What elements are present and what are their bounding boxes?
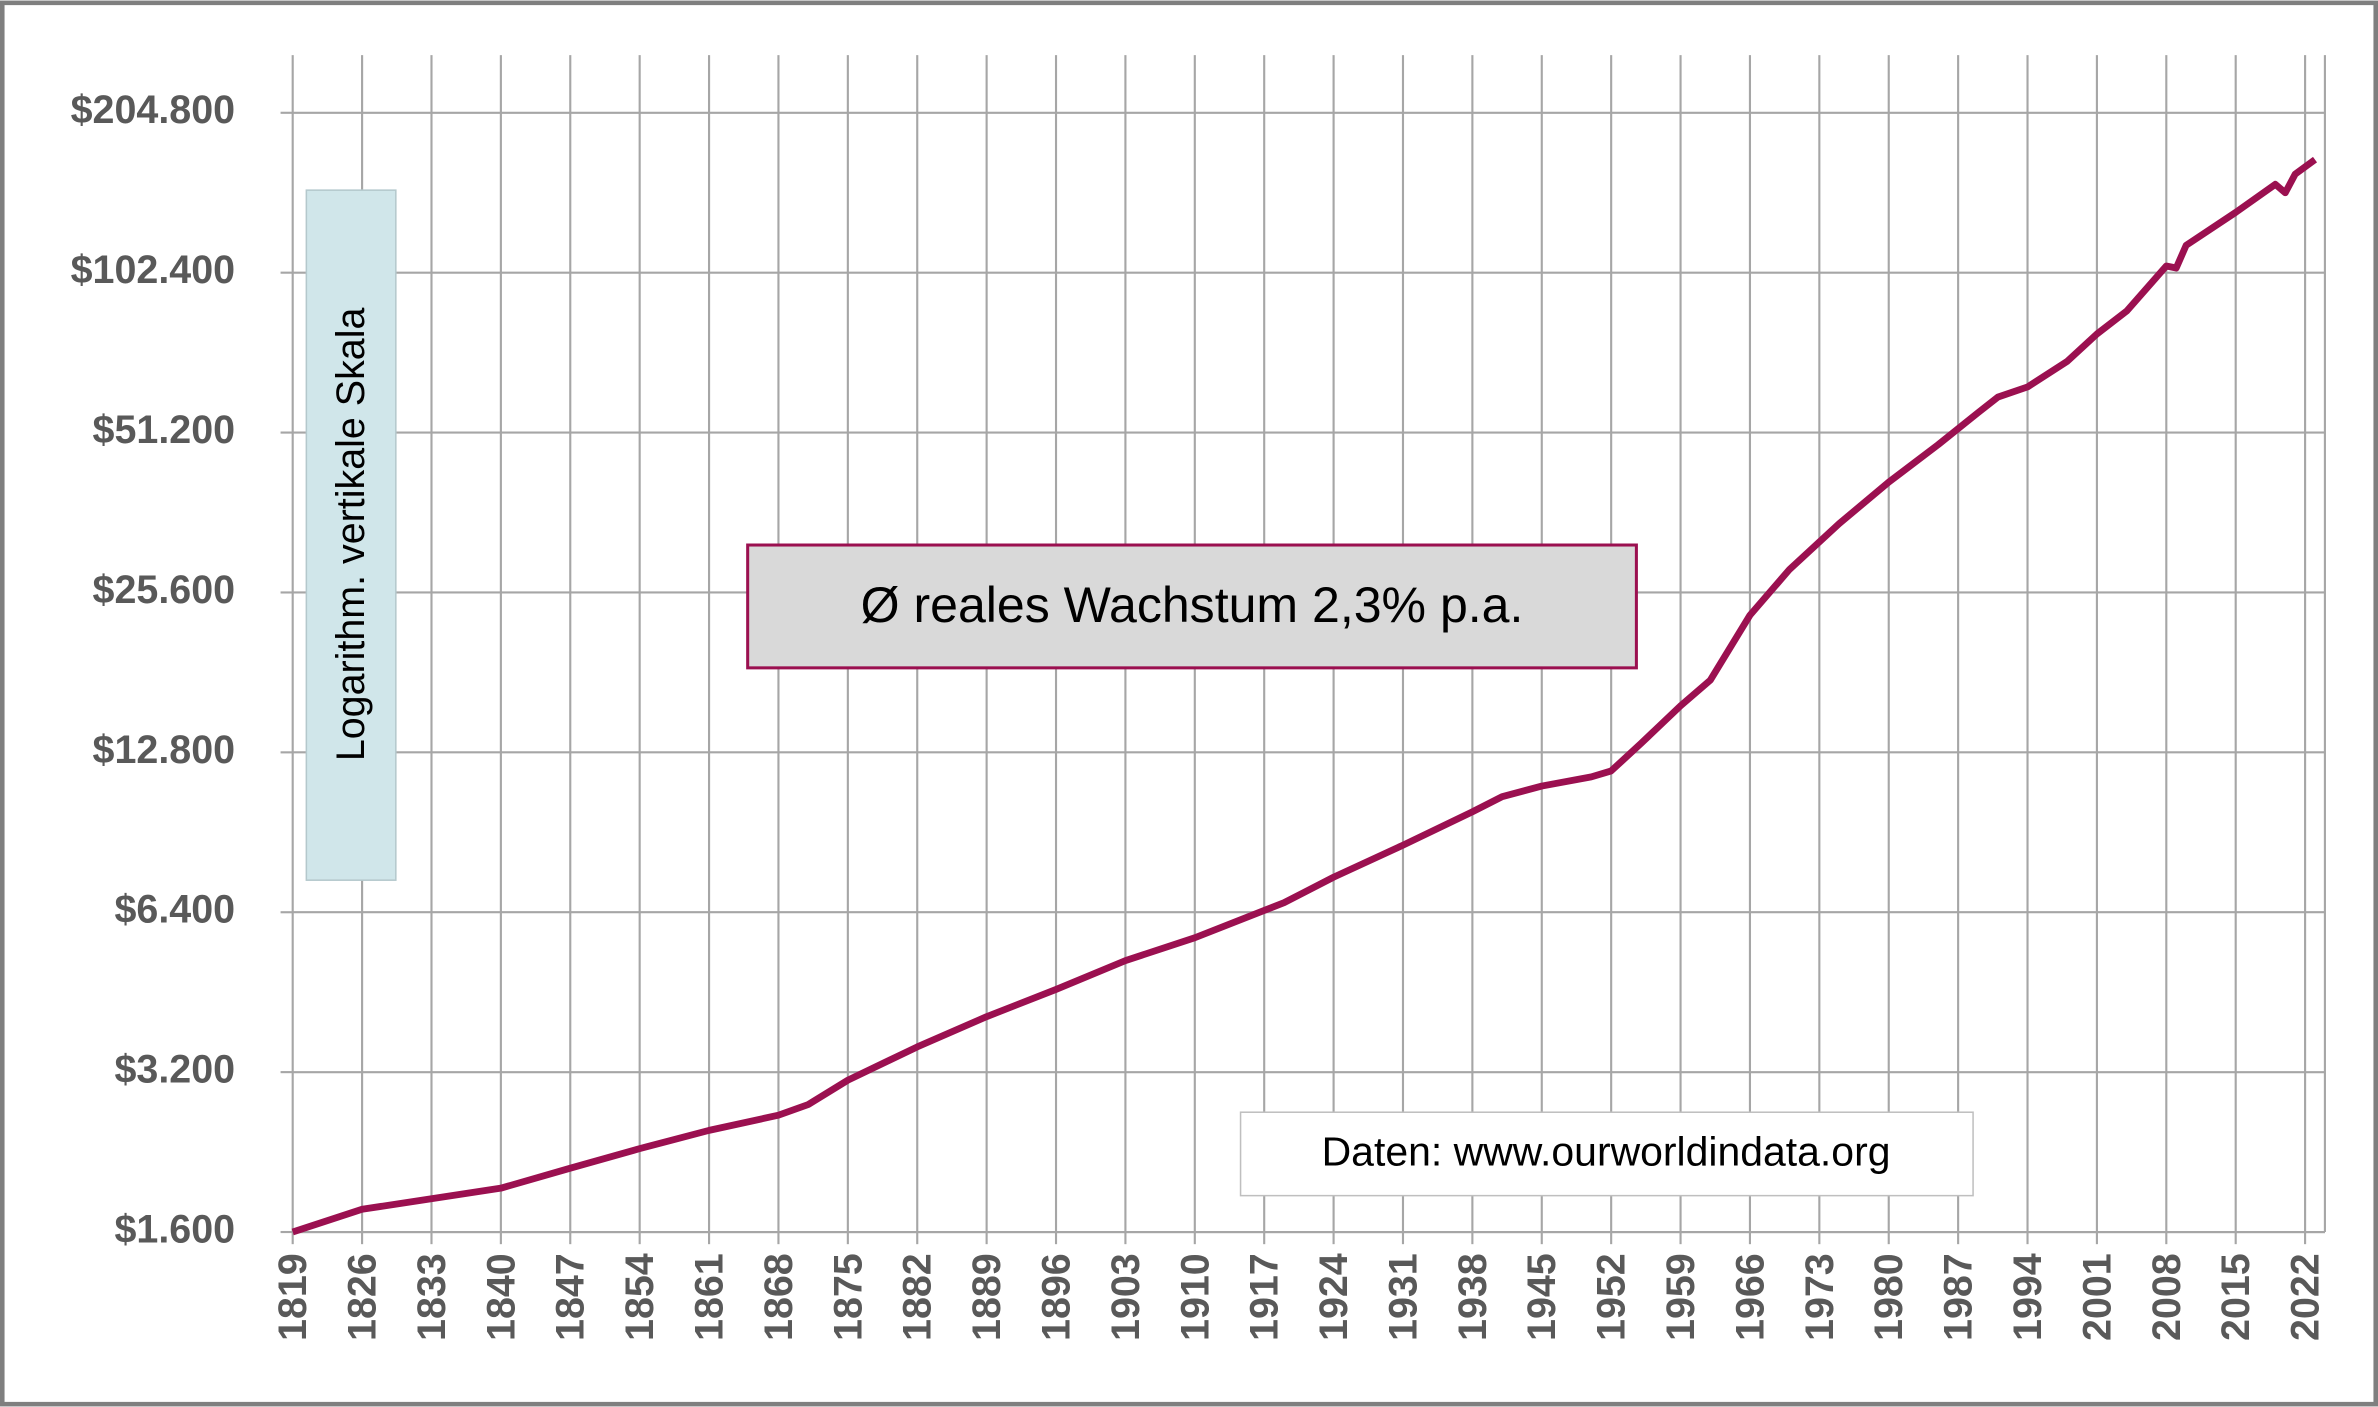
annotation: Daten: www.ourworldindata.org bbox=[1322, 1128, 1891, 1174]
x-tick-label: 2022 bbox=[2284, 1253, 2328, 1341]
y-tick-label: $12.800 bbox=[93, 728, 236, 772]
x-tick-label: 1826 bbox=[341, 1253, 385, 1341]
x-tick-label: 1840 bbox=[479, 1253, 523, 1341]
y-tick-label: $204.800 bbox=[71, 88, 235, 132]
x-tick-label: 1868 bbox=[757, 1253, 801, 1341]
x-tick-label: 1973 bbox=[1798, 1253, 1842, 1341]
x-tick-label: 1931 bbox=[1381, 1253, 1425, 1341]
x-tick-label: 1847 bbox=[549, 1253, 593, 1341]
x-tick-label: 1889 bbox=[965, 1253, 1009, 1341]
x-tick-label: 1882 bbox=[896, 1253, 940, 1341]
x-tick-label: 2015 bbox=[2214, 1253, 2258, 1341]
data-line bbox=[291, 156, 2318, 1236]
x-tick-label: 2008 bbox=[2145, 1253, 2189, 1341]
y-tick-label: $25.600 bbox=[93, 568, 236, 612]
y-tick-label: $1.600 bbox=[114, 1207, 235, 1251]
x-tick-label: 1917 bbox=[1243, 1253, 1287, 1341]
x-tick-label: 1952 bbox=[1590, 1253, 1634, 1341]
y-tick-label: $3.200 bbox=[114, 1048, 235, 1092]
x-tick-label: 1896 bbox=[1034, 1253, 1078, 1341]
annotation-box bbox=[746, 543, 1638, 670]
x-tick-label: 1924 bbox=[1312, 1253, 1356, 1341]
x-tick-label: 1875 bbox=[826, 1253, 870, 1341]
x-tick-label: 1854 bbox=[618, 1253, 662, 1341]
x-tick-label: 1833 bbox=[410, 1253, 454, 1341]
y-tick-label: $102.400 bbox=[71, 248, 235, 292]
x-tick-label: 2001 bbox=[2075, 1253, 2119, 1341]
x-tick-label: 1966 bbox=[1728, 1253, 1772, 1341]
annotation: Ø reales Wachstum 2,3% p.a. bbox=[861, 577, 1524, 633]
annotation: Logarithm. vertikale Skala bbox=[329, 308, 373, 762]
x-tick-label: 1980 bbox=[1867, 1253, 1911, 1341]
x-tick-label: 1959 bbox=[1659, 1253, 1703, 1341]
y-tick-label: $6.400 bbox=[114, 888, 235, 932]
x-tick-label: 1903 bbox=[1104, 1253, 1148, 1341]
x-tick-label: 1938 bbox=[1451, 1253, 1495, 1341]
x-tick-label: 1987 bbox=[1937, 1253, 1981, 1341]
y-tick-label: $51.200 bbox=[93, 408, 236, 452]
x-tick-label: 1819 bbox=[271, 1253, 315, 1341]
x-tick-label: 1994 bbox=[2006, 1253, 2050, 1341]
x-tick-label: 1861 bbox=[688, 1253, 732, 1341]
x-tick-label: 1910 bbox=[1173, 1253, 1217, 1341]
x-tick-label: 1945 bbox=[1520, 1253, 1564, 1341]
annotation-box bbox=[1239, 1111, 1974, 1197]
annotation-box bbox=[305, 189, 397, 881]
